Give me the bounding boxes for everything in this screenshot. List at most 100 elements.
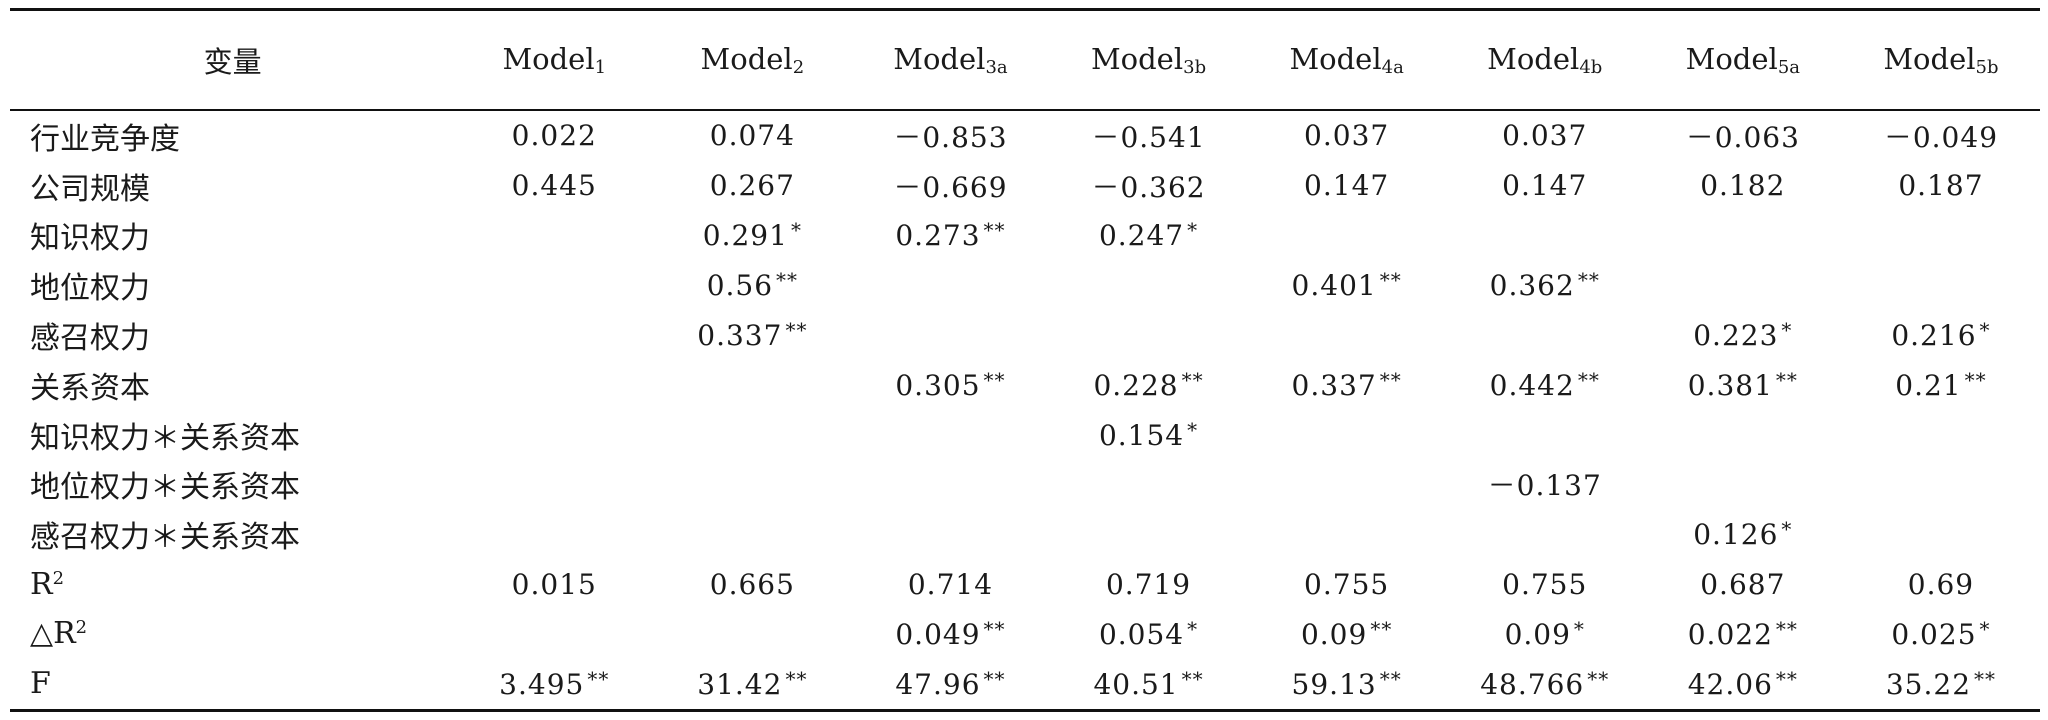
row-label-text: 知识权力＊关系资本 — [30, 420, 300, 456]
table-cell — [455, 310, 653, 360]
cell-value: 0.305 — [895, 368, 981, 402]
cell-value: 0.714 — [907, 567, 994, 601]
row-label-text: 行业竞争度 — [30, 121, 180, 157]
cell-value: 0.273 — [895, 219, 981, 253]
row-label-text: 知识权力 — [30, 221, 150, 257]
cell-value: －0.669 — [893, 170, 1008, 204]
table-cell — [851, 460, 1049, 510]
header-model-4a: Model4a — [1247, 11, 1446, 111]
table-cell: 0.401 ** — [1248, 260, 1446, 310]
cell-value: 0.21 — [1895, 368, 1962, 402]
significance-marker: * — [1573, 616, 1585, 641]
table-cell: 0.273 ** — [851, 211, 1049, 261]
cell-value: 0.022 — [511, 119, 597, 153]
table-cell — [1248, 310, 1446, 360]
table-row: 地位权力＊关系资本 －0.137 — [10, 460, 2040, 510]
cell-value: 0.687 — [1700, 567, 1786, 601]
header-model-3b: Model3b — [1049, 11, 1248, 111]
table-cell: 0.381 ** — [1644, 360, 1842, 410]
table-row: 知识权力 0.291 * 0.273 ** 0.247 * — [10, 211, 2040, 261]
table-cell — [1644, 260, 1842, 310]
cell-value: 0.69 — [1907, 567, 1975, 601]
row-label: 行业竞争度 — [10, 110, 455, 161]
significance-marker: ** — [983, 666, 1006, 691]
cell-value: 0.187 — [1898, 169, 1984, 203]
table-cell: 0.305 ** — [851, 360, 1049, 410]
cell-value: 0.228 — [1093, 368, 1179, 402]
table-cell — [1446, 310, 1644, 360]
significance-marker: * — [1979, 318, 1991, 343]
table-row: △R2 0.049 ** 0.054 * 0.09 ** 0.09 * 0.022 ** 0.025 * — [10, 609, 2040, 659]
significance-marker: ** — [1775, 616, 1798, 641]
significance-marker: ** — [1379, 666, 1402, 691]
table-cell: 0.445 — [455, 161, 653, 211]
table-cell: 0.015 — [455, 559, 653, 609]
row-label: F — [10, 659, 455, 709]
cell-value: 0.223 — [1693, 319, 1779, 353]
table-cell: 0.337 ** — [1248, 360, 1446, 410]
table-cell: 0.755 — [1446, 559, 1644, 609]
cell-value: 0.09 — [1504, 617, 1571, 651]
table-cell — [1446, 509, 1644, 559]
row-label: 地位权力＊关系资本 — [10, 460, 455, 510]
row-label-text: R — [30, 566, 53, 602]
model-name: Model — [1289, 42, 1382, 76]
header-model-2: Model2 — [653, 11, 852, 111]
table-cell: 0.687 — [1644, 559, 1842, 609]
table-cell: 0.126 * — [1644, 509, 1842, 559]
row-label-text: F — [30, 666, 51, 702]
table-header: 变量 Model1 Model2 Model3a Model3b Model4a Mode… — [10, 11, 2040, 111]
header-model-5b: Model5b — [1841, 11, 2040, 111]
cell-value: 0.401 — [1291, 269, 1377, 303]
cell-value: 0.247 — [1098, 219, 1185, 253]
table-row: 感召权力＊关系资本 0.126 * — [10, 509, 2040, 559]
cell-value: 0.267 — [709, 169, 795, 203]
table-cell: 0.074 — [653, 110, 851, 161]
table-cell: 47.96 ** — [851, 659, 1049, 709]
model-name: Model — [700, 42, 793, 76]
significance-marker: ** — [1181, 367, 1204, 392]
cell-value: 0.381 — [1687, 368, 1773, 402]
table-cell — [653, 609, 851, 659]
row-label: 关系资本 — [10, 360, 455, 410]
table-row: 知识权力＊关系资本 0.154 * — [10, 410, 2040, 460]
cell-value: 0.291 — [702, 219, 788, 253]
model-subscript: 5a — [1777, 57, 1800, 78]
significance-marker: ** — [1181, 666, 1204, 691]
table-cell: 40.51 ** — [1050, 659, 1248, 709]
table-cell — [653, 509, 851, 559]
table-cell: 0.022 ** — [1644, 609, 1842, 659]
cell-value: 0.337 — [697, 319, 783, 353]
table-cell: 0.037 — [1248, 110, 1446, 161]
cell-value: 0.037 — [1502, 119, 1588, 153]
table-cell: 0.049 ** — [851, 609, 1049, 659]
significance-marker: ** — [1775, 666, 1798, 691]
table-cell: 3.495 ** — [455, 659, 653, 709]
table-cell: 0.228 ** — [1050, 360, 1248, 410]
model-name: Model — [1685, 42, 1778, 76]
model-subscript: 5b — [1975, 57, 1999, 78]
table-cell: 0.025 * — [1842, 609, 2040, 659]
model-name: Model — [1487, 42, 1580, 76]
cell-value: 0.015 — [511, 567, 597, 601]
table-cell — [1842, 260, 2040, 310]
row-label-text: 地位权力 — [30, 271, 150, 307]
row-label-text: 感召权力＊关系资本 — [30, 520, 300, 556]
table-cell — [1842, 509, 2040, 559]
table-cell — [1248, 211, 1446, 261]
cell-value: 0.022 — [1687, 617, 1773, 651]
table-cell: 0.714 — [851, 559, 1049, 609]
header-model-5a: Model5a — [1643, 11, 1842, 111]
table-cell — [1050, 310, 1248, 360]
significance-marker: ** — [1577, 367, 1600, 392]
table-cell: －0.541 — [1050, 110, 1248, 161]
row-label: 知识权力＊关系资本 — [10, 410, 455, 460]
regression-table-container: 变量 Model1 Model2 Model3a Model3b Model4a Mode… — [10, 8, 2040, 712]
row-label: △R2 — [10, 609, 455, 659]
table-cell: 59.13 ** — [1248, 659, 1446, 709]
table-cell: 0.755 — [1248, 559, 1446, 609]
cell-value: 0.074 — [709, 119, 795, 153]
significance-marker: * — [1781, 318, 1793, 343]
cell-value: 0.037 — [1304, 119, 1390, 153]
significance-marker: * — [1781, 517, 1793, 542]
